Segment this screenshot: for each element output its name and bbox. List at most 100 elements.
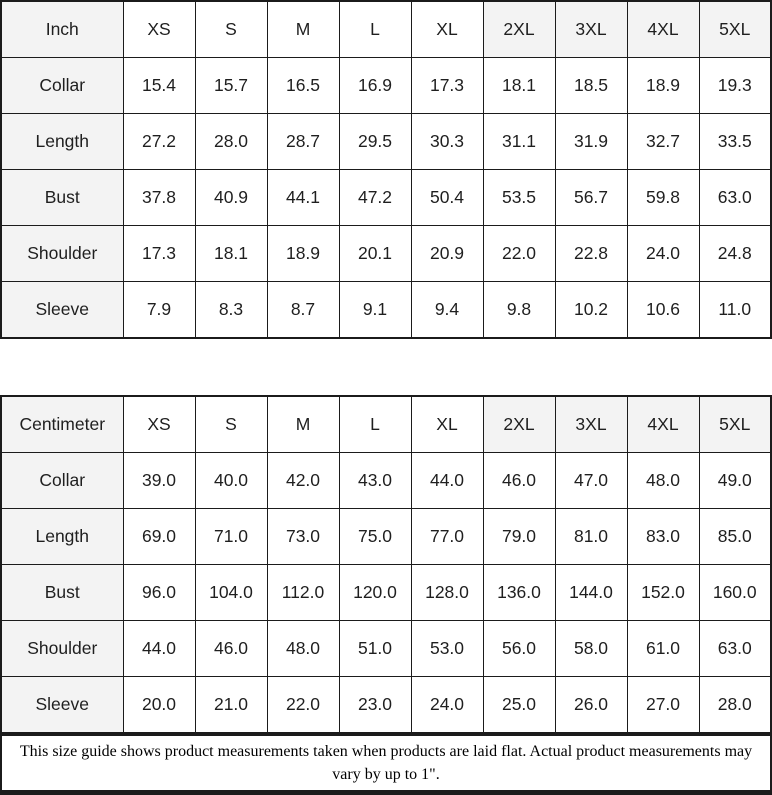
measurement-value-cell: 120.0 <box>338 564 412 621</box>
size-column-header: 4XL <box>626 395 700 453</box>
measurement-value-cell: 73.0 <box>266 508 340 565</box>
measurement-value-cell: 63.0 <box>698 169 772 226</box>
size-column-header: S <box>194 395 268 453</box>
measurement-row: Shoulder 17.3 18.1 18.9 20.1 20.9 22.0 22.8 24.0… <box>0 225 772 282</box>
measurement-value-cell: 28.7 <box>266 113 340 170</box>
size-column-header: M <box>266 0 340 58</box>
measurement-value-cell: 104.0 <box>194 564 268 621</box>
measurement-value-cell: 16.9 <box>338 57 412 114</box>
measurement-value-cell: 58.0 <box>554 620 628 677</box>
measurement-value-cell: 19.3 <box>698 57 772 114</box>
centimeter-table-header: Centimeter XS S M L XL 2XL 3XL 4XL 5XL <box>0 395 772 453</box>
measurement-value-cell: 160.0 <box>698 564 772 621</box>
centimeter-table-body: Collar 39.0 40.0 42.0 43.0 44.0 46.0 47.0 48.0 49… <box>0 452 772 734</box>
size-column-header: 2XL <box>482 395 556 453</box>
measurement-row: Shoulder 44.0 46.0 48.0 51.0 53.0 56.0 58.0 61.0… <box>0 620 772 677</box>
measurement-value-cell: 83.0 <box>626 508 700 565</box>
measurement-label-cell: Collar <box>0 452 124 509</box>
measurement-value-cell: 17.3 <box>122 225 196 282</box>
measurement-row: Sleeve 20.0 21.0 22.0 23.0 24.0 25.0 26.0 27.0 28… <box>0 676 772 734</box>
measurement-value-cell: 56.0 <box>482 620 556 677</box>
measurement-value-cell: 51.0 <box>338 620 412 677</box>
measurement-value-cell: 42.0 <box>266 452 340 509</box>
measurement-value-cell: 44.0 <box>122 620 196 677</box>
measurement-value-cell: 136.0 <box>482 564 556 621</box>
measurement-value-cell: 11.0 <box>698 281 772 339</box>
measurement-value-cell: 48.0 <box>266 620 340 677</box>
measurement-value-cell: 40.9 <box>194 169 268 226</box>
measurement-value-cell: 15.7 <box>194 57 268 114</box>
inch-table-body: Collar 15.4 15.7 16.5 16.9 17.3 18.1 18.5 18.9 19… <box>0 57 772 339</box>
measurement-value-cell: 18.9 <box>626 57 700 114</box>
size-column-header: XL <box>410 395 484 453</box>
measurement-value-cell: 81.0 <box>554 508 628 565</box>
measurement-value-cell: 63.0 <box>698 620 772 677</box>
measurement-value-cell: 25.0 <box>482 676 556 734</box>
measurement-value-cell: 24.0 <box>410 676 484 734</box>
measurement-value-cell: 27.2 <box>122 113 196 170</box>
measurement-value-cell: 112.0 <box>266 564 340 621</box>
measurement-value-cell: 24.0 <box>626 225 700 282</box>
measurement-value-cell: 152.0 <box>626 564 700 621</box>
measurement-value-cell: 21.0 <box>194 676 268 734</box>
measurement-value-cell: 18.1 <box>482 57 556 114</box>
unit-header-cell: Inch <box>0 0 124 58</box>
measurement-value-cell: 26.0 <box>554 676 628 734</box>
measurement-value-cell: 77.0 <box>410 508 484 565</box>
size-column-header: XS <box>122 395 196 453</box>
size-column-header: 4XL <box>626 0 700 58</box>
measurement-label-cell: Sleeve <box>0 676 124 734</box>
measurement-value-cell: 44.0 <box>410 452 484 509</box>
measurement-value-cell: 53.0 <box>410 620 484 677</box>
measurement-value-cell: 22.8 <box>554 225 628 282</box>
measurement-row: Collar 39.0 40.0 42.0 43.0 44.0 46.0 47.0 48.0 49… <box>0 452 772 509</box>
measurement-value-cell: 9.8 <box>482 281 556 339</box>
measurement-value-cell: 18.1 <box>194 225 268 282</box>
measurement-value-cell: 47.0 <box>554 452 628 509</box>
measurement-value-cell: 79.0 <box>482 508 556 565</box>
measurement-label-cell: Length <box>0 113 124 170</box>
measurement-value-cell: 61.0 <box>626 620 700 677</box>
measurement-value-cell: 28.0 <box>698 676 772 734</box>
size-column-header: L <box>338 0 412 58</box>
inch-table-header: Inch XS S M L XL 2XL 3XL 4XL 5XL <box>0 0 772 58</box>
measurement-label-cell: Sleeve <box>0 281 124 339</box>
size-column-header: M <box>266 395 340 453</box>
size-column-header: XS <box>122 0 196 58</box>
measurement-row: Length 27.2 28.0 28.7 29.5 30.3 31.1 31.9 32.7 33… <box>0 113 772 170</box>
measurement-value-cell: 10.2 <box>554 281 628 339</box>
measurement-value-cell: 17.3 <box>410 57 484 114</box>
measurement-value-cell: 85.0 <box>698 508 772 565</box>
measurement-value-cell: 24.8 <box>698 225 772 282</box>
measurement-value-cell: 44.1 <box>266 169 340 226</box>
measurement-value-cell: 31.1 <box>482 113 556 170</box>
measurement-row: Length 69.0 71.0 73.0 75.0 77.0 79.0 81.0 83.0 85… <box>0 508 772 565</box>
measurement-value-cell: 96.0 <box>122 564 196 621</box>
measurement-value-cell: 31.9 <box>554 113 628 170</box>
size-column-header: XL <box>410 0 484 58</box>
measurement-value-cell: 18.5 <box>554 57 628 114</box>
measurement-value-cell: 128.0 <box>410 564 484 621</box>
measurement-value-cell: 15.4 <box>122 57 196 114</box>
measurement-value-cell: 8.7 <box>266 281 340 339</box>
measurement-value-cell: 39.0 <box>122 452 196 509</box>
measurement-value-cell: 9.4 <box>410 281 484 339</box>
measurement-value-cell: 56.7 <box>554 169 628 226</box>
measurement-value-cell: 16.5 <box>266 57 340 114</box>
measurement-value-cell: 53.5 <box>482 169 556 226</box>
measurement-value-cell: 144.0 <box>554 564 628 621</box>
measurement-value-cell: 48.0 <box>626 452 700 509</box>
measurement-value-cell: 49.0 <box>698 452 772 509</box>
measurement-row: Collar 15.4 15.7 16.5 16.9 17.3 18.1 18.5 18.9 19… <box>0 57 772 114</box>
measurement-value-cell: 20.1 <box>338 225 412 282</box>
measurement-value-cell: 29.5 <box>338 113 412 170</box>
measurement-value-cell: 59.8 <box>626 169 700 226</box>
measurement-value-cell: 46.0 <box>194 620 268 677</box>
measurement-value-cell: 43.0 <box>338 452 412 509</box>
centimeter-size-table: Centimeter XS S M L XL 2XL 3XL 4XL 5XL Collar 39.0… <box>0 395 772 734</box>
measurement-label-cell: Length <box>0 508 124 565</box>
measurement-value-cell: 22.0 <box>482 225 556 282</box>
size-column-header: 5XL <box>698 395 772 453</box>
measurement-value-cell: 10.6 <box>626 281 700 339</box>
measurement-value-cell: 20.0 <box>122 676 196 734</box>
